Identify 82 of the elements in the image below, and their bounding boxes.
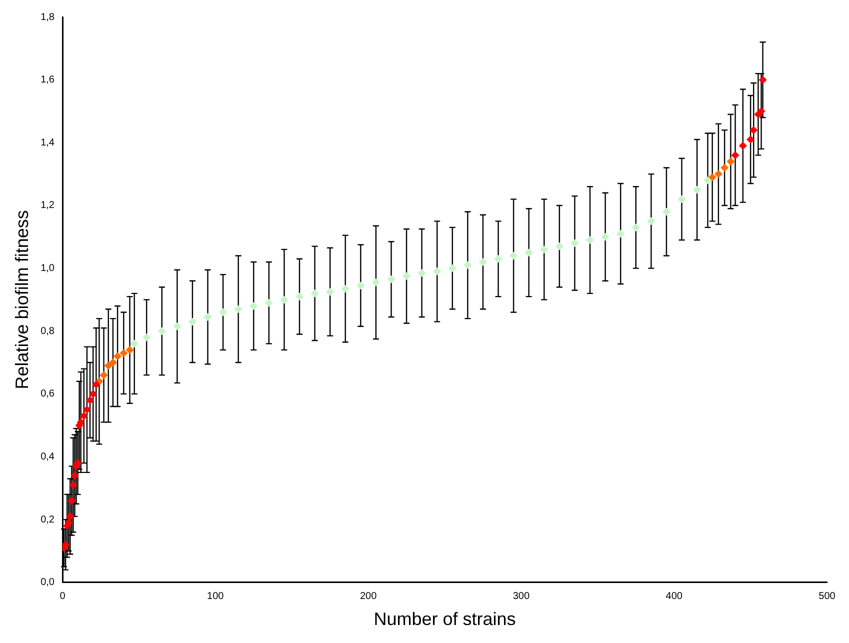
x-axis-title: Number of strains bbox=[374, 609, 516, 630]
point bbox=[693, 186, 702, 194]
point bbox=[708, 173, 716, 182]
point bbox=[726, 157, 735, 166]
point bbox=[295, 292, 304, 301]
point bbox=[234, 305, 242, 314]
point bbox=[130, 340, 138, 348]
point bbox=[632, 223, 640, 232]
point bbox=[464, 261, 472, 270]
point bbox=[647, 217, 656, 226]
x-tick-label: 100 bbox=[207, 591, 224, 602]
point bbox=[448, 264, 456, 272]
point bbox=[758, 76, 767, 84]
point bbox=[714, 170, 722, 178]
x-tick-label: 0 bbox=[60, 591, 66, 602]
point bbox=[68, 496, 76, 505]
point bbox=[188, 318, 196, 326]
point bbox=[356, 282, 365, 290]
point bbox=[70, 472, 79, 480]
point bbox=[510, 252, 518, 260]
point bbox=[89, 390, 98, 398]
point bbox=[750, 126, 758, 134]
point bbox=[326, 288, 334, 296]
x-tick-label: 500 bbox=[818, 591, 836, 602]
point bbox=[616, 230, 625, 238]
point bbox=[678, 195, 686, 204]
point bbox=[540, 245, 548, 254]
point bbox=[204, 312, 212, 321]
point bbox=[104, 362, 112, 370]
point bbox=[372, 278, 380, 286]
point bbox=[86, 396, 94, 404]
point bbox=[570, 239, 579, 248]
x-tick-label: 300 bbox=[512, 591, 530, 602]
y-axis-title: Relative biofilm fitness bbox=[12, 210, 32, 390]
point bbox=[601, 232, 610, 241]
y-tick-label: 1,2 bbox=[40, 200, 55, 212]
point bbox=[586, 236, 594, 244]
x-tick-label: 400 bbox=[666, 591, 683, 602]
point bbox=[341, 284, 350, 293]
y-tick-label: 0,8 bbox=[40, 326, 55, 337]
point bbox=[310, 289, 319, 298]
point bbox=[402, 272, 411, 280]
point bbox=[142, 333, 151, 342]
point bbox=[80, 412, 88, 420]
point bbox=[738, 142, 747, 150]
point bbox=[746, 136, 755, 144]
point bbox=[250, 302, 258, 310]
point bbox=[92, 380, 100, 389]
point bbox=[264, 298, 273, 307]
point bbox=[757, 107, 766, 116]
point bbox=[158, 327, 166, 336]
point bbox=[720, 164, 729, 172]
point bbox=[69, 481, 78, 490]
point bbox=[555, 242, 564, 250]
point bbox=[126, 346, 134, 354]
point bbox=[478, 258, 487, 266]
point bbox=[731, 151, 740, 160]
y-tick-label: 0,6 bbox=[40, 388, 55, 400]
y-tick-label: 0,0 bbox=[40, 577, 55, 588]
y-tick-label: 1,8 bbox=[40, 12, 55, 23]
point bbox=[433, 267, 442, 276]
point bbox=[120, 349, 128, 358]
point bbox=[387, 275, 396, 284]
point bbox=[66, 512, 74, 520]
y-tick-label: 1,6 bbox=[40, 74, 55, 86]
point bbox=[82, 406, 91, 414]
point bbox=[494, 254, 502, 263]
y-tick-label: 0,2 bbox=[40, 514, 55, 526]
x-tick-label: 200 bbox=[360, 591, 378, 602]
point bbox=[418, 269, 426, 277]
point bbox=[704, 176, 712, 184]
y-tick-label: 1,0 bbox=[40, 263, 55, 274]
y-tick-label: 1,4 bbox=[40, 137, 55, 148]
point bbox=[173, 322, 182, 330]
point bbox=[280, 296, 288, 304]
point bbox=[114, 352, 122, 360]
point bbox=[524, 248, 533, 257]
point bbox=[108, 358, 117, 367]
point bbox=[219, 308, 228, 316]
point bbox=[100, 371, 108, 380]
y-tick-label: 0,4 bbox=[40, 452, 55, 463]
point bbox=[662, 208, 670, 216]
